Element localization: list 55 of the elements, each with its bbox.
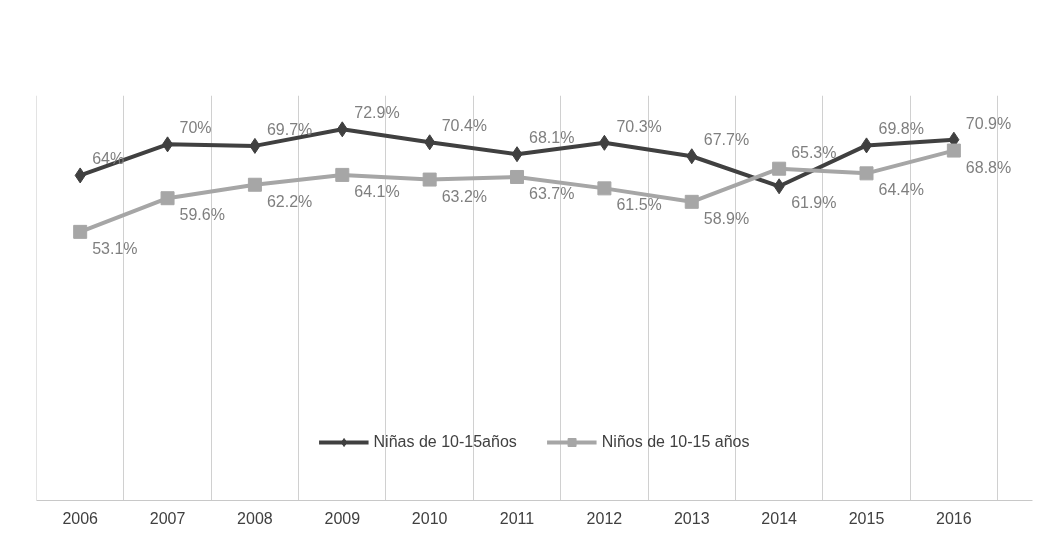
point	[946, 143, 961, 158]
point	[249, 137, 261, 154]
point	[686, 148, 698, 165]
data-label: 61.9%	[791, 194, 837, 212]
x-tick-label: 2014	[761, 509, 798, 527]
point	[162, 136, 174, 153]
point	[73, 224, 88, 239]
point	[335, 167, 350, 182]
point	[597, 181, 612, 196]
point	[773, 178, 785, 195]
data-label: 70.3%	[616, 117, 662, 135]
point	[422, 172, 437, 187]
data-label: 69.8%	[878, 120, 924, 138]
point	[74, 167, 86, 184]
data-label: 70%	[179, 119, 212, 137]
data-label: 68.8%	[965, 158, 1012, 176]
point	[859, 166, 874, 181]
point	[684, 194, 699, 209]
data-label: 63.2%	[441, 187, 488, 205]
data-label: 67.7%	[703, 131, 750, 149]
x-tick-label: 2015	[848, 509, 885, 527]
x-tick-label: 2013	[673, 509, 710, 527]
data-label: 53.1%	[92, 239, 138, 257]
x-tick-label: 2010	[411, 509, 448, 527]
data-label: 68.1%	[529, 129, 575, 147]
x-tick-label: 2006	[62, 509, 99, 527]
point	[511, 146, 523, 163]
point	[510, 169, 525, 184]
data-label: 58.9%	[703, 209, 750, 227]
data-label: 72.9%	[354, 104, 400, 122]
x-tick-label: 2016	[936, 509, 972, 527]
point	[336, 121, 348, 138]
data-label: 59.6%	[179, 206, 225, 224]
x-tick-label: 2007	[149, 509, 186, 527]
x-tick-label: 2009	[324, 509, 361, 527]
data-label: 70.9%	[965, 114, 1012, 132]
legend-label: Niñas de 10-15años	[373, 433, 517, 451]
x-tick-label: 2011	[499, 509, 535, 527]
point	[772, 161, 787, 176]
data-label: 64.1%	[354, 182, 400, 200]
point	[247, 177, 262, 192]
data-label: 64.4%	[878, 181, 924, 199]
data-label: 63.7%	[529, 184, 575, 202]
data-label: 61.5%	[616, 196, 662, 214]
x-tick-label: 2012	[586, 509, 623, 527]
point	[160, 191, 175, 206]
point	[598, 134, 610, 151]
data-label: 62.2%	[266, 192, 313, 210]
data-label: 65.3%	[791, 143, 837, 161]
legend-label: Niños de 10-15 años	[601, 433, 750, 451]
data-label: 69.7%	[266, 120, 313, 138]
data-label: 70.4%	[441, 117, 488, 135]
x-tick-label: 2008	[237, 509, 273, 527]
data-label: 64%	[92, 150, 125, 168]
point	[424, 134, 436, 151]
